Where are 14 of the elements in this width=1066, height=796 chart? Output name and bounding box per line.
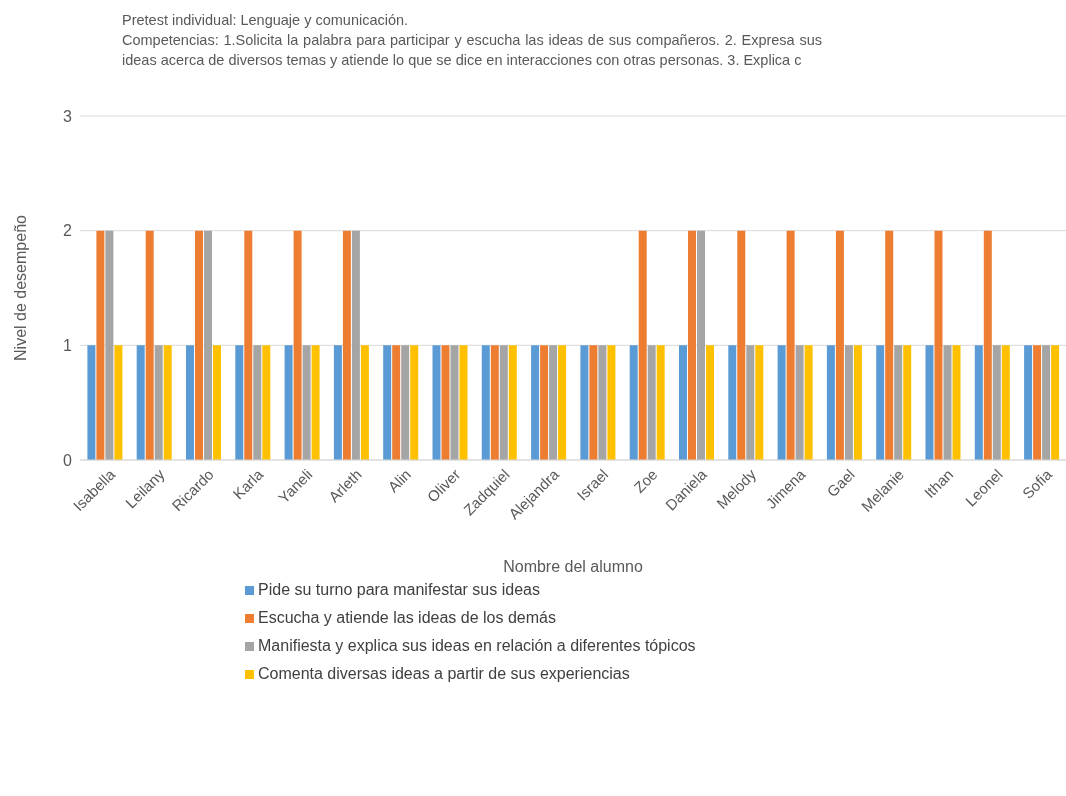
y-tick-label: 1 xyxy=(63,337,73,355)
legend-label: Comenta diversas ideas a partir de sus experiencias xyxy=(258,665,630,683)
x-tick-label: Alin xyxy=(384,465,415,496)
y-tick-label: 0 xyxy=(63,451,73,469)
chart-title: Pretest individual: Lenguaje y comunicación. xyxy=(122,11,410,30)
legend-label: Manifiesta y explica sus ideas en relación a diferentes tópicos xyxy=(258,637,696,655)
y-tick-label: 2 xyxy=(63,222,73,240)
x-axis-title: Nombre del alumno xyxy=(503,558,643,575)
x-tick-label: Zoe xyxy=(630,465,661,496)
legend-label: Escucha y atiende las ideas de los demás xyxy=(258,609,556,627)
y-tick-label: 3 xyxy=(63,107,73,125)
legend-label: Pide su turno para manifestar sus ideas xyxy=(258,581,540,599)
chart-subtitle: Competencias: 1.Solicita la palabra para participar y escucha las ideas de sus compañeros. 2. Expresa sus ideas acerca de diversos temas y atiende lo que se dice en interacciones con otras personas. 3. Explica c xyxy=(122,31,822,70)
y-axis-title: Nivel de desempeño xyxy=(11,214,29,361)
